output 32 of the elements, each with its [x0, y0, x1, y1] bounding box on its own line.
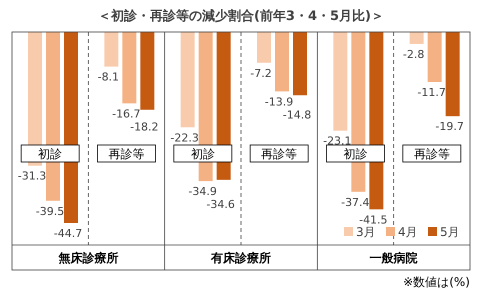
text: ※数値は(%) — [403, 275, 470, 289]
x-tick-label: 再診等 — [108, 147, 144, 161]
legend-label: 3月 — [356, 225, 376, 239]
data-label: -39.5 — [36, 204, 64, 218]
x-tick-label: 再診等 — [414, 147, 450, 161]
data-label: -7.2 — [250, 66, 272, 80]
data-label: -22.3 — [170, 131, 199, 144]
data-label: -14.8 — [282, 108, 312, 122]
x-tick-label: 初診 — [344, 147, 368, 161]
data-label: -19.7 — [435, 120, 464, 134]
legend-label: 4月 — [398, 225, 418, 239]
data-label: -44.7 — [54, 227, 82, 240]
data-label: -34.6 — [206, 198, 235, 212]
data-label: -23.1 — [323, 134, 352, 148]
data-label: -16.7 — [112, 107, 141, 120]
data-label: -2.8 — [402, 48, 424, 61]
legend-label: 5月 — [440, 225, 460, 239]
text: 無床診療所 — [57, 251, 118, 265]
data-label: -34.9 — [188, 185, 217, 198]
text: 有床診療所 — [210, 251, 271, 265]
x-tick-label: 再診等 — [261, 147, 298, 161]
text: 一般病院 — [370, 251, 418, 265]
data-label: -11.7 — [417, 86, 446, 99]
x-tick-label: 初診 — [38, 147, 62, 161]
data-label: -13.9 — [264, 95, 294, 108]
data-label: -31.3 — [18, 170, 46, 183]
data-label: -18.2 — [130, 120, 159, 134]
x-tick-label: 初診 — [190, 147, 215, 161]
data-label: -41.5 — [359, 213, 388, 226]
data-label: -37.4 — [341, 196, 370, 209]
chart-title: ＜初診・再診等の減少割合(前年3・4・5月比)＞ — [98, 8, 384, 24]
data-label: -8.1 — [98, 70, 120, 84]
